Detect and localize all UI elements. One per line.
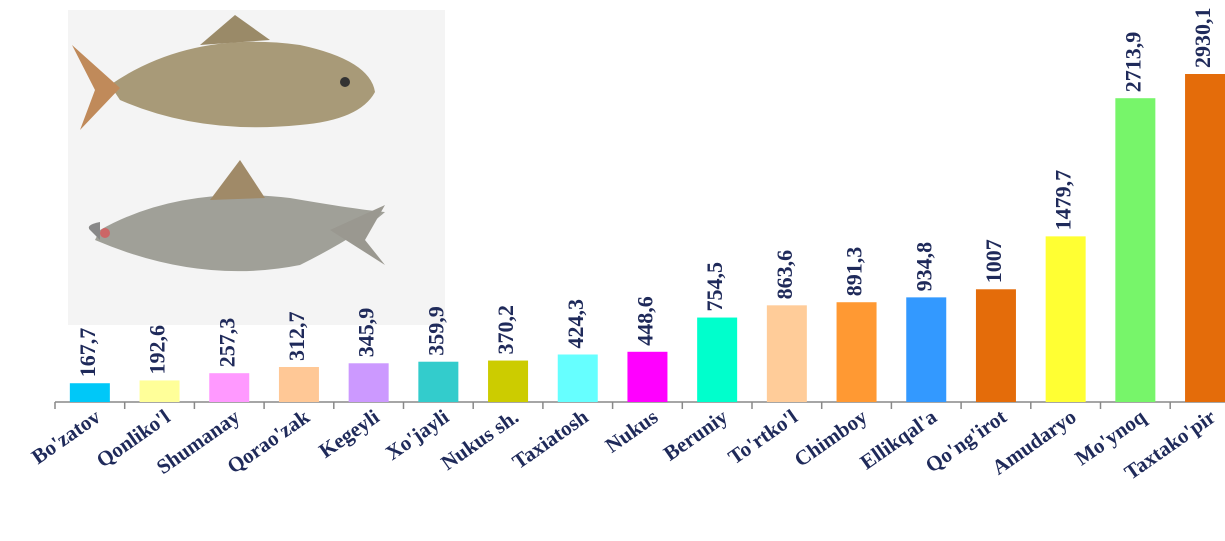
bar (418, 361, 459, 402)
x-tick-label: Kegeyli (314, 404, 383, 463)
bar (766, 305, 807, 402)
bar (1185, 74, 1225, 402)
value-label: 257,3 (214, 318, 239, 368)
bar (139, 380, 180, 402)
bar (348, 363, 389, 402)
value-label: 754,5 (702, 262, 727, 312)
value-label: 424,3 (563, 299, 588, 349)
bar (627, 351, 668, 402)
x-tick-label: Beruniy (659, 404, 732, 465)
bar (697, 317, 738, 402)
bar (488, 360, 529, 402)
bar (836, 302, 877, 402)
bar (975, 289, 1016, 402)
fish-image (68, 10, 445, 325)
bar (1115, 98, 1156, 402)
bar (278, 366, 319, 402)
value-label: 934,8 (911, 242, 936, 292)
bar (1045, 236, 1086, 402)
bar (69, 383, 110, 402)
value-label: 2713,9 (1120, 32, 1145, 93)
bar (557, 354, 598, 402)
value-label: 1479,7 (1051, 170, 1076, 231)
value-label: 370,2 (493, 305, 518, 355)
x-tick-label: To'rtko'l (724, 404, 802, 469)
value-label: 448,6 (632, 296, 657, 346)
value-label: 312,7 (284, 311, 309, 361)
value-label: 863,6 (772, 250, 797, 300)
bar (906, 297, 947, 402)
bar (209, 373, 250, 402)
value-label: 2930,1 (1190, 8, 1215, 69)
value-label: 359,9 (423, 306, 448, 356)
x-tick-label: Nukus (601, 404, 663, 457)
x-tick-label: Taxiatosh (508, 404, 593, 474)
x-tick-label: Bo'zatov (27, 404, 105, 469)
value-label: 891,3 (842, 247, 867, 297)
value-label: 167,7 (75, 328, 100, 378)
value-label: 345,9 (354, 308, 379, 358)
value-label: 1007 (981, 239, 1006, 283)
x-tick-label: Nukus sh. (436, 404, 522, 475)
value-label: 192,6 (145, 325, 170, 375)
